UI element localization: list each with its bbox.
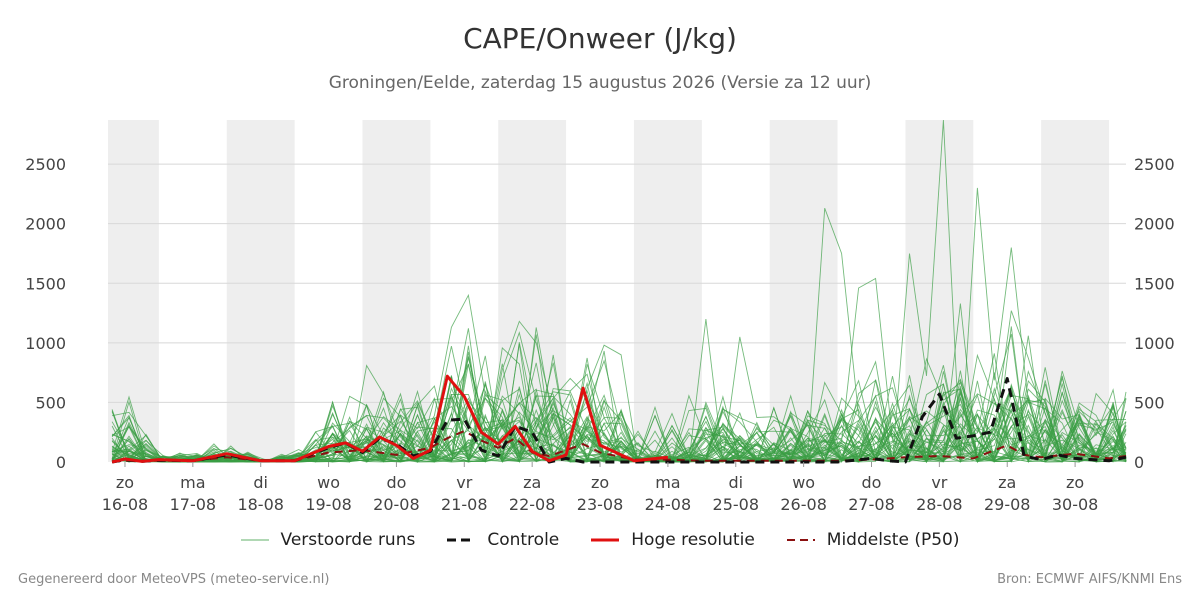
xtick-date-8: 24-08: [645, 495, 692, 514]
ytick-right-500: 500: [1134, 393, 1165, 412]
legend-swatch-hires: [591, 538, 620, 542]
xtick-date-0: 16-08: [102, 495, 149, 514]
xtick-day-0: zo: [116, 473, 134, 492]
xtick-date-10: 26-08: [780, 495, 827, 514]
xtick-day-10: wo: [792, 473, 815, 492]
ytick-left-500: 500: [35, 393, 66, 412]
legend-label-hires: Hoge resolutie: [631, 530, 755, 550]
xtick-date-7: 23-08: [577, 495, 624, 514]
xtick-date-14: 30-08: [1052, 495, 1099, 514]
xtick-day-9: di: [728, 473, 743, 492]
ensemble-line-20: [112, 379, 1127, 464]
xtick-date-1: 17-08: [170, 495, 217, 514]
day-band-2: [226, 120, 295, 462]
legend-label-ensemble: Verstoorde runs: [280, 530, 416, 550]
chart-subtitle: Groningen/Eelde, zaterdag 15 augustus 20…: [328, 73, 872, 93]
day-band-4: [362, 120, 431, 462]
xtick-date-5: 21-08: [441, 495, 488, 514]
legend: Verstoorde runs Controle Hoge resolutie …: [0, 530, 1200, 550]
ensemble-line-49: [111, 345, 1127, 463]
legend-label-median: Middelste (P50): [826, 530, 960, 550]
xtick-date-12: 28-08: [916, 495, 963, 514]
day-band-0: [108, 120, 159, 462]
xtick-day-8: ma: [655, 473, 680, 492]
xtick-day-4: do: [386, 473, 406, 492]
footer-source: Bron: ECMWF AIFS/KNMI Ens: [997, 572, 1182, 587]
chart-title: CAPE/Onweer (J/kg): [463, 22, 737, 55]
xtick-day-3: wo: [317, 473, 340, 492]
ytick-right-1500: 1500: [1134, 274, 1175, 293]
ytick-left-2500: 2500: [25, 155, 66, 174]
xtick-day-7: zo: [591, 473, 609, 492]
xtick-day-14: zo: [1066, 473, 1084, 492]
day-band-14: [1041, 120, 1110, 462]
legend-swatch-median: [786, 539, 815, 541]
legend-item-ensemble[interactable]: Verstoorde runs: [240, 530, 416, 550]
ytick-right-0: 0: [1134, 453, 1144, 472]
legend-swatch-ensemble: [240, 539, 269, 541]
ytick-left-0: 0: [56, 453, 66, 472]
ytick-left-1500: 1500: [25, 274, 66, 293]
ytick-left-2000: 2000: [25, 215, 66, 234]
axis-labels: 0 0 500 500 1000 1000 1500 1500 2000 2000 2500 2500…: [25, 155, 1174, 514]
legend-item-control[interactable]: Controle: [447, 530, 559, 550]
series-line-hoge-resolutie: [111, 374, 669, 464]
xtick-date-6: 22-08: [509, 495, 556, 514]
footer-generated-by: Gegenereerd door MeteoVPS (meteo-service…: [18, 572, 330, 587]
xtick-date-2: 18-08: [237, 495, 284, 514]
xtick-date-9: 25-08: [713, 495, 760, 514]
ytick-right-1000: 1000: [1134, 334, 1175, 353]
xtick-day-5: vr: [456, 473, 472, 492]
ytick-right-2500: 2500: [1134, 155, 1175, 174]
day-band-10: [769, 120, 838, 462]
xtick-date-4: 20-08: [373, 495, 420, 514]
xtick-date-3: 19-08: [305, 495, 352, 514]
xtick-date-11: 27-08: [848, 495, 895, 514]
day-bands: [108, 120, 1110, 462]
legend-swatch-control: [447, 538, 476, 542]
ytick-right-2000: 2000: [1134, 215, 1175, 234]
ytick-left-1000: 1000: [25, 334, 66, 353]
main-lines: [111, 374, 1127, 464]
xtick-date-13: 29-08: [984, 495, 1031, 514]
legend-label-control: Controle: [487, 530, 560, 550]
series-line-controle: [111, 377, 1127, 464]
xtick-day-13: za: [998, 473, 1016, 492]
legend-item-median[interactable]: Middelste (P50): [786, 530, 960, 550]
xtick-day-11: do: [862, 473, 882, 492]
xtick-day-6: za: [523, 473, 541, 492]
xtick-day-1: ma: [180, 473, 205, 492]
xtick-day-2: di: [253, 473, 268, 492]
day-band-8: [633, 120, 702, 462]
legend-item-hires[interactable]: Hoge resolutie: [591, 530, 755, 550]
xtick-day-12: vr: [931, 473, 947, 492]
